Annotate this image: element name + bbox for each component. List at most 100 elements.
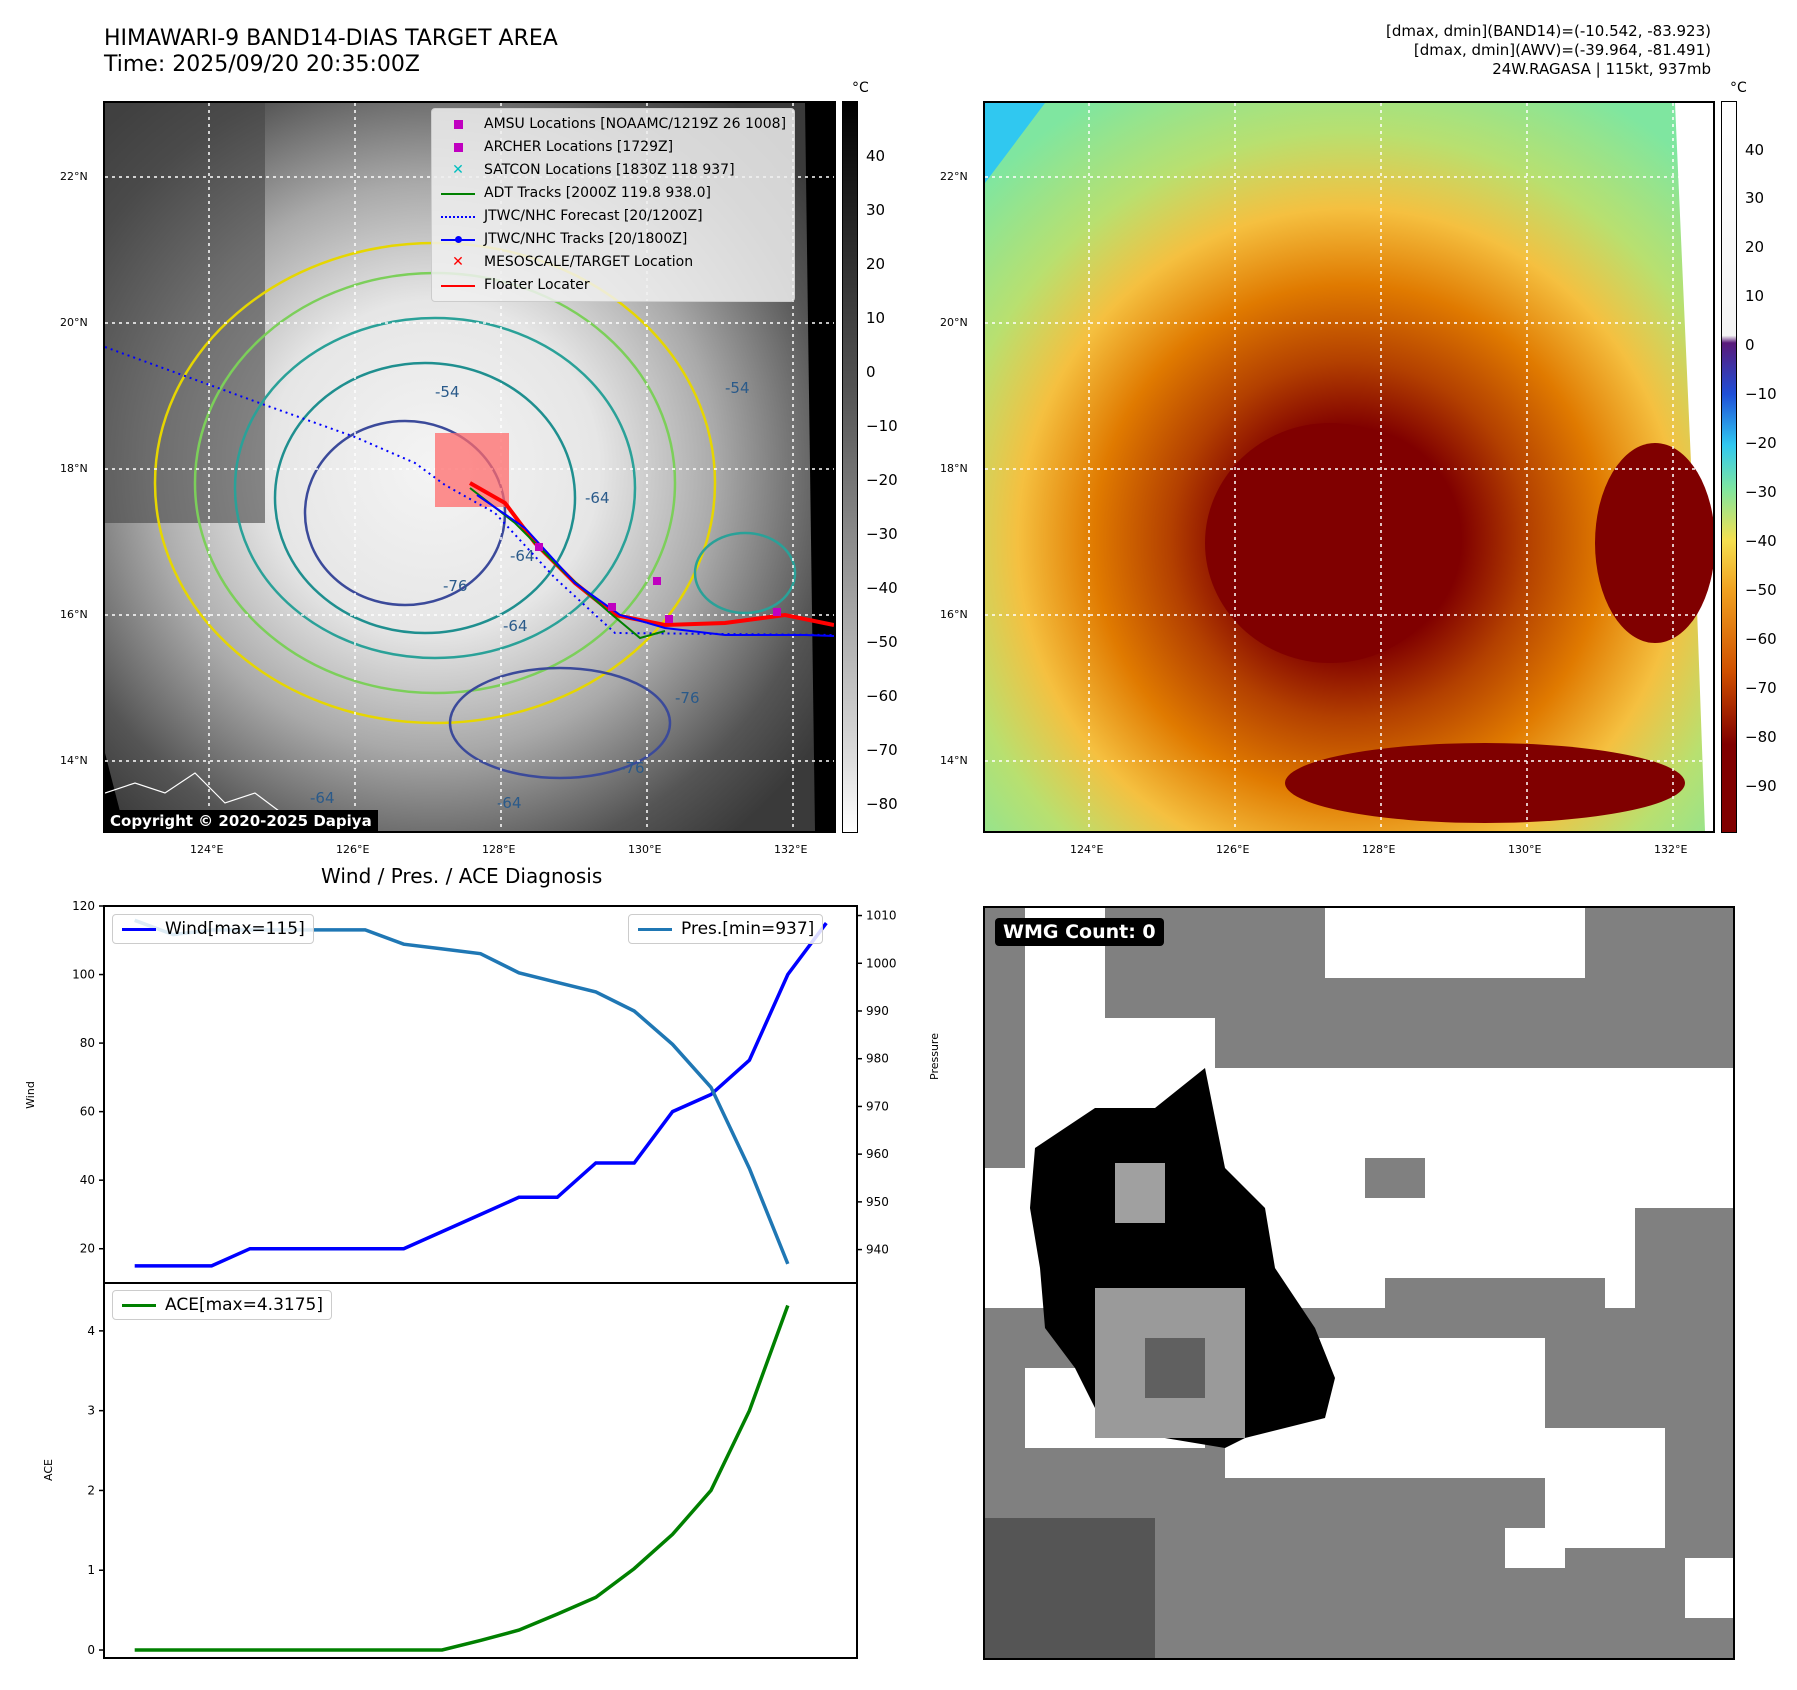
wmg-cell-region	[1365, 1158, 1425, 1198]
colorbar-tick: −40	[1745, 532, 1777, 550]
pressure-tick-label: 980	[866, 1052, 889, 1066]
legend-label: AMSU Locations [NOAAMC/1219Z 26 1008]	[484, 116, 787, 132]
wind-tick-label: 40	[80, 1173, 95, 1187]
legend-label: JTWC/NHC Forecast [20/1200Z]	[484, 208, 703, 224]
wind-tick-label: 20	[80, 1242, 95, 1256]
legend-label: ADT Tracks [2000Z 119.8 938.0]	[484, 185, 711, 201]
archer-marker	[653, 577, 661, 585]
pressure-tick-label: 960	[866, 1147, 889, 1161]
wind-tick-label: 60	[80, 1105, 95, 1119]
colorbar-tick: 20	[1745, 238, 1765, 256]
colorbar-tick: −60	[866, 687, 898, 705]
legend-item: JTWC/NHC Tracks [20/1800Z]	[440, 228, 786, 251]
wmg-panel[interactable]	[983, 906, 1735, 1660]
cold-cloud-region	[1285, 743, 1685, 823]
lon-label: 130°E	[628, 843, 662, 856]
colorbar-tick: −70	[1745, 679, 1777, 697]
legend-label: Floater Locater	[484, 277, 590, 293]
wind-pres-axes	[103, 905, 858, 1284]
pressure-tick-label: 970	[866, 1099, 889, 1113]
wmg-image	[985, 908, 1733, 1658]
wind-series-line	[134, 922, 828, 1268]
legend-item: Floater Locater	[440, 274, 786, 297]
lon-label: 128°E	[482, 843, 516, 856]
figure-title: HIMAWARI-9 BAND14-DIAS TARGET AREA Time:…	[104, 26, 558, 78]
lon-label: 124°E	[190, 843, 224, 856]
storm-info: 24W.RAGASA | 115kt, 937mb	[1492, 60, 1711, 78]
jtwc-track	[476, 494, 834, 637]
lat-label: 20°N	[60, 316, 88, 329]
awv-map-panel[interactable]	[983, 101, 1715, 833]
ace-axes	[103, 1282, 858, 1659]
wind-tick-label: 120	[72, 899, 95, 913]
wmg-cell-region	[985, 908, 1025, 1168]
pressure-tick-label: 1010	[866, 909, 897, 923]
wmg-eye-center	[1145, 1338, 1205, 1398]
pressure-tick-label: 1000	[866, 956, 897, 970]
wmg-clear-region	[1685, 1558, 1733, 1618]
lat-label: 22°N	[940, 170, 968, 183]
title-line-2: Time: 2025/09/20 20:35:00Z	[104, 52, 420, 77]
wind-tick-label: 100	[72, 968, 95, 982]
lon-label: 126°E	[1216, 843, 1250, 856]
lat-label: 18°N	[60, 462, 88, 475]
colorbar-tick: −10	[866, 417, 898, 435]
ace-tick-label: 1	[87, 1563, 95, 1577]
lon-label: 126°E	[336, 843, 370, 856]
diagnosis-title: Wind / Pres. / ACE Diagnosis	[321, 864, 603, 888]
colorbar-tick: 40	[866, 147, 886, 165]
lat-label: 22°N	[60, 170, 88, 183]
ace-legend: ACE[max=4.3175]	[112, 1290, 332, 1320]
contour-label: -76	[675, 689, 700, 707]
title-line-1: HIMAWARI-9 BAND14-DIAS TARGET AREA	[104, 26, 558, 51]
pressure-tick-label: 950	[866, 1195, 889, 1209]
colorbar-tick: 30	[866, 201, 886, 219]
wmg-cell-region	[1585, 908, 1733, 1028]
lat-label: 14°N	[940, 754, 968, 767]
ace-series-line	[134, 1304, 790, 1652]
wmg-cell-region	[1385, 1278, 1605, 1338]
colorbar-tick: −70	[866, 741, 898, 759]
floater-locater-track	[469, 481, 834, 628]
colorbar-tick: −90	[1745, 777, 1777, 795]
colorbar-tick: 0	[866, 363, 876, 381]
colorbar-tick: −50	[1745, 581, 1777, 599]
contour-ring	[693, 531, 797, 615]
colorbar-tick: 20	[866, 255, 886, 273]
legend-item: AMSU Locations [NOAAMC/1219Z 26 1008]	[440, 113, 786, 136]
amsu-marker	[535, 543, 543, 551]
map-legend: AMSU Locations [NOAAMC/1219Z 26 1008] AR…	[431, 108, 796, 302]
legend-label: JTWC/NHC Tracks [20/1800Z]	[484, 231, 688, 247]
legend-item: ADT Tracks [2000Z 119.8 938.0]	[440, 182, 786, 205]
colorbar-tick: −30	[1745, 483, 1777, 501]
legend-item: ✕ MESOSCALE/TARGET Location	[440, 251, 786, 274]
contour-label: -54	[725, 379, 750, 397]
colorbar-tick: 10	[1745, 287, 1765, 305]
stats-band14: [dmax, dmin](BAND14)=(-10.542, -83.923)	[1386, 22, 1711, 40]
lat-label: 18°N	[940, 462, 968, 475]
archer-marker	[608, 603, 616, 611]
colorbar-tick: −30	[866, 525, 898, 543]
ace-tick-label: 0	[87, 1643, 95, 1657]
colorbar-unit: °C	[1730, 80, 1747, 96]
wmg-dark-region	[985, 1518, 1155, 1658]
colorbar-tick: −10	[1745, 385, 1777, 403]
colorbar-tick: −50	[866, 633, 898, 651]
coastline	[105, 772, 296, 824]
colorbar-tick: 40	[1745, 141, 1765, 159]
copyright-badge: Copyright © 2020-2025 Dapiya	[104, 810, 378, 832]
lat-label: 14°N	[60, 754, 88, 767]
wind-legend: Wind[max=115]	[112, 914, 314, 944]
lon-label: 132°E	[774, 843, 808, 856]
lat-label: 20°N	[940, 316, 968, 329]
awv-map-image	[985, 103, 1713, 831]
wind-axis-label: Wind	[24, 1081, 37, 1109]
colorbar-tick: −60	[1745, 630, 1777, 648]
legend-item: JTWC/NHC Forecast [20/1200Z]	[440, 205, 786, 228]
lat-label: 16°N	[940, 608, 968, 621]
wind-legend-label: Wind[max=115]	[165, 919, 305, 939]
contour-label: -64	[310, 789, 335, 807]
ir-colorbar	[842, 101, 858, 833]
legend-label: MESOSCALE/TARGET Location	[484, 254, 694, 270]
ace-axis-label: ACE	[42, 1459, 55, 1481]
